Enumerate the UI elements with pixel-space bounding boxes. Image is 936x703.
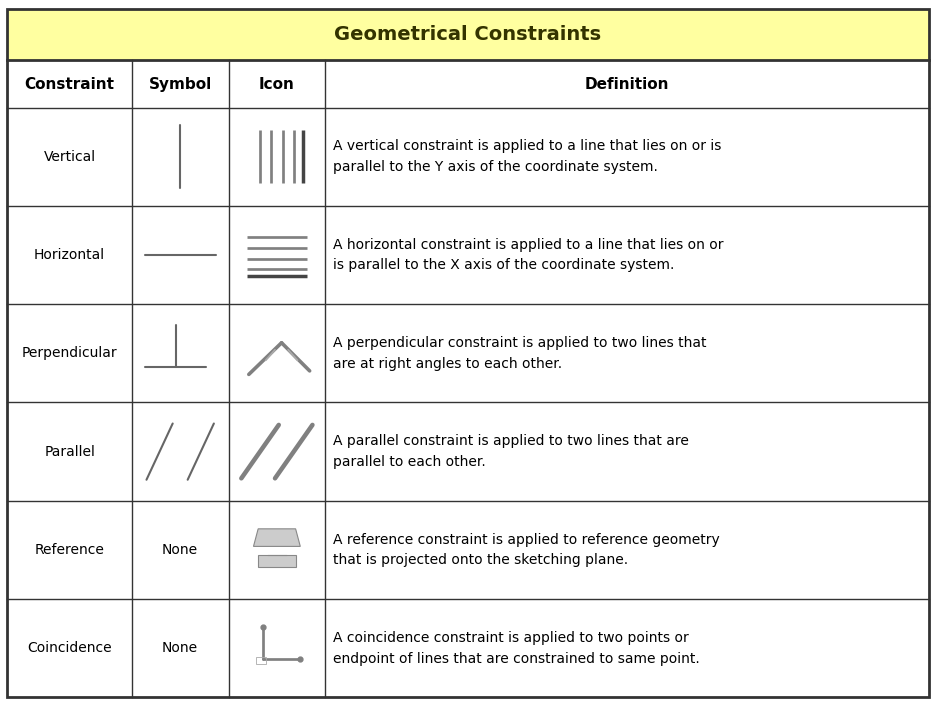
- Text: Vertical: Vertical: [44, 150, 95, 164]
- Text: Perpendicular: Perpendicular: [22, 347, 118, 361]
- Text: Coincidence: Coincidence: [27, 641, 112, 655]
- Bar: [132, 60, 228, 108]
- Bar: [7, 9, 929, 60]
- Text: A vertical constraint is applied to a line that lies on or is
parallel to the Y : A vertical constraint is applied to a li…: [332, 139, 721, 174]
- Bar: [7, 304, 929, 403]
- Text: Parallel: Parallel: [44, 444, 95, 458]
- Text: None: None: [162, 641, 198, 655]
- Text: A parallel constraint is applied to two lines that are
parallel to each other.: A parallel constraint is applied to two …: [332, 434, 689, 469]
- Text: Geometrical Constraints: Geometrical Constraints: [334, 25, 602, 44]
- Text: A horizontal constraint is applied to a line that lies on or
is parallel to the : A horizontal constraint is applied to a …: [332, 238, 724, 272]
- Text: A perpendicular constraint is applied to two lines that
are at right angles to e: A perpendicular constraint is applied to…: [332, 336, 707, 370]
- Bar: [7, 599, 929, 697]
- Bar: [256, 657, 266, 664]
- Text: Icon: Icon: [259, 77, 295, 91]
- Text: Definition: Definition: [585, 77, 669, 91]
- Polygon shape: [254, 529, 300, 546]
- Bar: [7, 60, 132, 108]
- Bar: [7, 501, 929, 599]
- Text: A reference constraint is applied to reference geometry
that is projected onto t: A reference constraint is applied to ref…: [332, 533, 720, 567]
- Text: Reference: Reference: [35, 543, 105, 557]
- Text: Horizontal: Horizontal: [34, 248, 105, 262]
- Text: None: None: [162, 543, 198, 557]
- Bar: [7, 108, 929, 206]
- Text: A coincidence constraint is applied to two points or
endpoint of lines that are : A coincidence constraint is applied to t…: [332, 631, 699, 666]
- Text: Symbol: Symbol: [149, 77, 212, 91]
- Text: Constraint: Constraint: [24, 77, 114, 91]
- Bar: [258, 555, 296, 567]
- Bar: [228, 60, 325, 108]
- Bar: [325, 60, 929, 108]
- Bar: [7, 402, 929, 501]
- Bar: [7, 206, 929, 304]
